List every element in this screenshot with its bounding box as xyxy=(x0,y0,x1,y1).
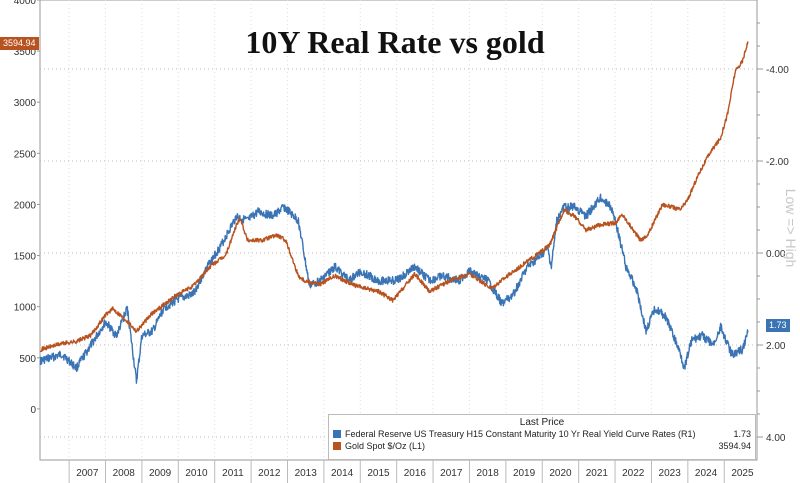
x-tick-label: 2016 xyxy=(404,468,427,479)
left-tick-label: 3000 xyxy=(14,98,37,109)
series-lines xyxy=(39,41,749,384)
x-tick-label: 2019 xyxy=(513,468,536,479)
legend-item-gold: Gold Spot $/Oz (L1) 3594.94 xyxy=(329,440,755,452)
chart-title: 10Y Real Rate vs gold xyxy=(245,24,544,60)
x-tick-label: 2024 xyxy=(695,468,718,479)
right-tick-label: -4.00 xyxy=(766,65,789,76)
left-axis: 0 500 1000 1500 2000 2500 3000 3500 4000 xyxy=(14,0,40,416)
x-tick-label: 2020 xyxy=(549,468,572,479)
left-tick-label: 0 xyxy=(30,405,36,416)
right-tick-label: 4.00 xyxy=(766,433,786,444)
left-tick-label: 1500 xyxy=(14,252,37,263)
x-tick-label: 2011 xyxy=(222,468,244,479)
real-rate-last-price-tag: 1.73 xyxy=(766,319,790,332)
legend-value-real-rate: 1.73 xyxy=(733,429,751,439)
right-tick-label: 2.00 xyxy=(766,341,786,352)
left-tick-label: 1000 xyxy=(14,303,37,314)
x-tick-label: 2017 xyxy=(440,468,463,479)
x-axis: 2007 2008 2009 2010 2011 2012 2013 2014 2015 2016… xyxy=(40,459,757,483)
left-tick-label: 2000 xyxy=(14,200,37,211)
legend-name-gold: Gold Spot $/Oz (L1) xyxy=(345,441,426,451)
grid-lines xyxy=(39,0,758,461)
x-tick-label: 2013 xyxy=(295,468,318,479)
left-tick-label: 4000 xyxy=(14,0,37,7)
real-rate-line xyxy=(39,193,749,384)
x-tick-label: 2022 xyxy=(622,468,645,479)
x-tick-label: 2010 xyxy=(185,468,208,479)
right-axis: -4.00 -2.00 0.00 2.00 4.00 xyxy=(757,22,789,444)
x-tick-label: 2007 xyxy=(76,468,99,479)
x-tick-label: 2014 xyxy=(331,468,354,479)
legend-name-real-rate: Federal Reserve US Treasury H15 Constant… xyxy=(345,429,696,439)
gold-line xyxy=(39,41,749,353)
legend-value-gold: 3594.94 xyxy=(718,441,751,451)
right-axis-label: Low => High xyxy=(783,189,799,268)
legend-header: Last Price xyxy=(519,417,565,428)
left-tick-label: 500 xyxy=(19,354,36,365)
x-tick-label: 2025 xyxy=(731,468,754,479)
legend-item-real-rate: Federal Reserve US Treasury H15 Constant… xyxy=(329,428,755,440)
x-tick-label: 2018 xyxy=(477,468,500,479)
x-tick-label: 2021 xyxy=(586,468,609,479)
left-tick-label: 3500 xyxy=(14,47,37,58)
legend: Last Price Federal Reserve US Treasury H… xyxy=(328,414,756,460)
legend-swatch-real-rate xyxy=(333,430,341,438)
right-tick-label: -2.00 xyxy=(766,157,789,168)
x-tick-label: 2008 xyxy=(113,468,136,479)
x-tick-label: 2009 xyxy=(149,468,172,479)
x-tick-label: 2012 xyxy=(258,468,281,479)
right-tick-label: 0.00 xyxy=(766,249,786,260)
left-tick-label: 2500 xyxy=(14,149,37,160)
gold-last-price-tag: 3594.94 xyxy=(0,37,39,50)
legend-swatch-gold xyxy=(333,442,341,450)
x-tick-label: 2023 xyxy=(659,468,682,479)
x-tick-label: 2015 xyxy=(367,468,390,479)
